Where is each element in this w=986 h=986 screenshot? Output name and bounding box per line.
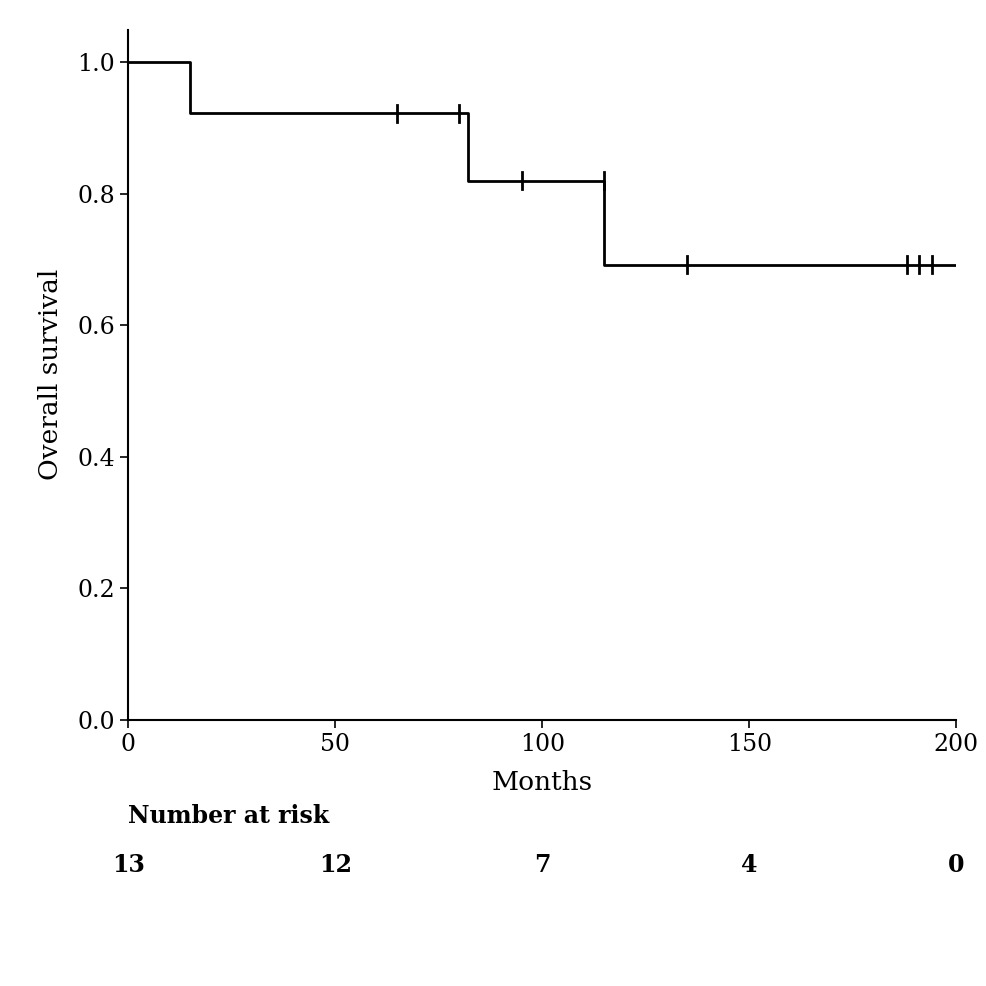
Text: 12: 12 <box>318 853 352 877</box>
X-axis label: Months: Months <box>492 770 593 795</box>
Text: Number at risk: Number at risk <box>128 804 329 827</box>
Text: 4: 4 <box>741 853 757 877</box>
Text: 7: 7 <box>534 853 550 877</box>
Text: 13: 13 <box>111 853 145 877</box>
Y-axis label: Overall survival: Overall survival <box>38 269 63 480</box>
Text: 0: 0 <box>949 853 964 877</box>
